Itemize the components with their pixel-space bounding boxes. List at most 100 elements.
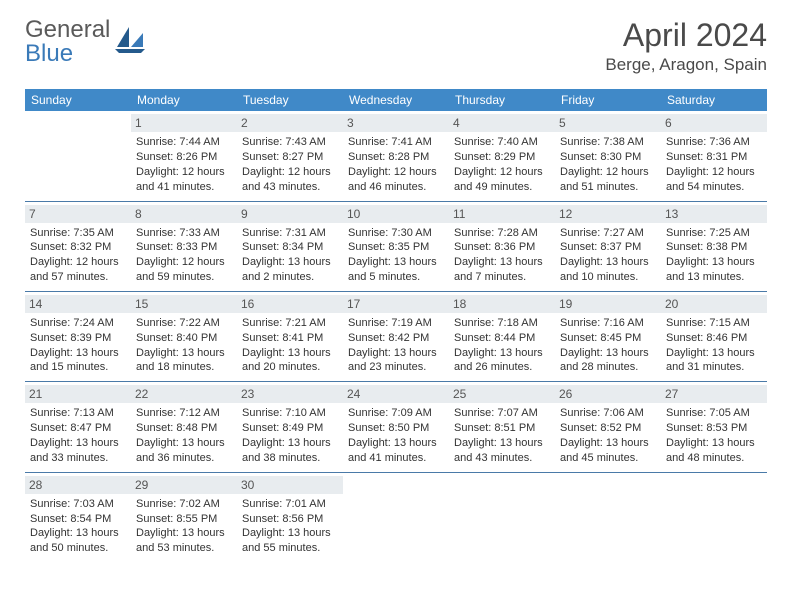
day-info: Sunrise: 7:15 AMSunset: 8:46 PMDaylight:…	[666, 316, 762, 375]
day-info-line: and 41 minutes.	[136, 180, 232, 195]
day-info-line: Sunrise: 7:16 AM	[560, 316, 656, 331]
day-info-line: Sunrise: 7:15 AM	[666, 316, 762, 331]
day-number: 29	[131, 476, 237, 494]
calendar-cell: 16Sunrise: 7:21 AMSunset: 8:41 PMDayligh…	[237, 291, 343, 381]
day-info-line: Daylight: 13 hours	[242, 255, 338, 270]
day-info-line: Daylight: 13 hours	[136, 526, 232, 541]
day-number: 13	[661, 205, 767, 223]
calendar-cell: 5Sunrise: 7:38 AMSunset: 8:30 PMDaylight…	[555, 111, 661, 201]
day-info-line: Daylight: 13 hours	[242, 346, 338, 361]
day-info-line: Sunset: 8:42 PM	[348, 331, 444, 346]
day-info-line: Daylight: 13 hours	[666, 436, 762, 451]
day-info-line: Sunset: 8:26 PM	[136, 150, 232, 165]
day-info-line: Sunset: 8:47 PM	[30, 421, 126, 436]
day-info: Sunrise: 7:19 AMSunset: 8:42 PMDaylight:…	[348, 316, 444, 375]
calendar-cell	[343, 472, 449, 562]
day-info-line: Sunset: 8:35 PM	[348, 240, 444, 255]
day-info: Sunrise: 7:12 AMSunset: 8:48 PMDaylight:…	[136, 406, 232, 465]
day-info-line: Sunrise: 7:05 AM	[666, 406, 762, 421]
day-info-line: and 54 minutes.	[666, 180, 762, 195]
day-info-line: Sunset: 8:51 PM	[454, 421, 550, 436]
day-info-line: and 50 minutes.	[30, 541, 126, 556]
calendar-cell: 11Sunrise: 7:28 AMSunset: 8:36 PMDayligh…	[449, 201, 555, 291]
day-info-line: Daylight: 12 hours	[136, 255, 232, 270]
calendar-cell: 10Sunrise: 7:30 AMSunset: 8:35 PMDayligh…	[343, 201, 449, 291]
calendar-cell: 12Sunrise: 7:27 AMSunset: 8:37 PMDayligh…	[555, 201, 661, 291]
day-info: Sunrise: 7:35 AMSunset: 8:32 PMDaylight:…	[30, 226, 126, 285]
day-info-line: Daylight: 12 hours	[454, 165, 550, 180]
day-info-line: and 2 minutes.	[242, 270, 338, 285]
day-info-line: Daylight: 13 hours	[242, 526, 338, 541]
day-number: 30	[237, 476, 343, 494]
calendar-cell: 4Sunrise: 7:40 AMSunset: 8:29 PMDaylight…	[449, 111, 555, 201]
day-info-line: Sunrise: 7:22 AM	[136, 316, 232, 331]
day-info-line: Daylight: 13 hours	[30, 526, 126, 541]
day-info-line: and 31 minutes.	[666, 360, 762, 375]
day-info-line: Sunrise: 7:18 AM	[454, 316, 550, 331]
day-info-line: Sunset: 8:37 PM	[560, 240, 656, 255]
day-info-line: Sunrise: 7:38 AM	[560, 135, 656, 150]
day-info-line: Sunset: 8:45 PM	[560, 331, 656, 346]
day-info: Sunrise: 7:05 AMSunset: 8:53 PMDaylight:…	[666, 406, 762, 465]
day-info-line: Sunrise: 7:27 AM	[560, 226, 656, 241]
calendar-cell: 24Sunrise: 7:09 AMSunset: 8:50 PMDayligh…	[343, 382, 449, 472]
calendar-cell: 26Sunrise: 7:06 AMSunset: 8:52 PMDayligh…	[555, 382, 661, 472]
day-info-line: Daylight: 12 hours	[666, 165, 762, 180]
day-info-line: Sunrise: 7:07 AM	[454, 406, 550, 421]
day-info-line: Daylight: 13 hours	[242, 436, 338, 451]
day-info-line: Daylight: 12 hours	[242, 165, 338, 180]
day-info-line: Sunset: 8:55 PM	[136, 512, 232, 527]
day-number: 14	[25, 295, 131, 313]
day-info-line: Sunrise: 7:43 AM	[242, 135, 338, 150]
calendar-cell: 13 Sunrise: 7:25 AMSunset: 8:38 PMDayligh…	[661, 201, 767, 291]
calendar-row: 14Sunrise: 7:24 AMSunset: 8:39 PMDayligh…	[25, 291, 767, 381]
day-number: 8	[131, 205, 237, 223]
day-info: Sunrise: 7:30 AMSunset: 8:35 PMDaylight:…	[348, 226, 444, 285]
day-info-line: Sunset: 8:30 PM	[560, 150, 656, 165]
logo-text: General Blue	[25, 18, 110, 66]
calendar-cell: 18Sunrise: 7:18 AMSunset: 8:44 PMDayligh…	[449, 291, 555, 381]
day-info-line: Daylight: 13 hours	[666, 346, 762, 361]
day-info-line: Sunset: 8:53 PM	[666, 421, 762, 436]
day-info: Sunrise: 7:36 AMSunset: 8:31 PMDaylight:…	[666, 135, 762, 194]
calendar-cell: 28Sunrise: 7:03 AMSunset: 8:54 PMDayligh…	[25, 472, 131, 562]
day-info: Sunrise: 7:18 AMSunset: 8:44 PMDaylight:…	[454, 316, 550, 375]
day-info-line: and 43 minutes.	[242, 180, 338, 195]
weekday-header: Thursday	[449, 89, 555, 111]
day-info: Sunrise: 7:43 AMSunset: 8:27 PMDaylight:…	[242, 135, 338, 194]
day-info-line: Sunset: 8:44 PM	[454, 331, 550, 346]
day-info-line: Daylight: 12 hours	[136, 165, 232, 180]
day-info-line: Daylight: 13 hours	[348, 255, 444, 270]
day-number: 21	[25, 385, 131, 403]
calendar-cell: 15Sunrise: 7:22 AMSunset: 8:40 PMDayligh…	[131, 291, 237, 381]
day-info: Sunrise: 7:22 AMSunset: 8:40 PMDaylight:…	[136, 316, 232, 375]
day-info-line: and 57 minutes.	[30, 270, 126, 285]
day-info-line: Sunrise: 7:35 AM	[30, 226, 126, 241]
day-number: 1	[131, 114, 237, 132]
day-info-line: Daylight: 13 hours	[454, 255, 550, 270]
day-info-line: Sunrise: 7:01 AM	[242, 497, 338, 512]
day-info-line: and 20 minutes.	[242, 360, 338, 375]
day-info-line: and 43 minutes.	[454, 451, 550, 466]
day-info-line: Sunset: 8:34 PM	[242, 240, 338, 255]
day-info-line: Daylight: 12 hours	[30, 255, 126, 270]
calendar-cell: 30Sunrise: 7:01 AMSunset: 8:56 PMDayligh…	[237, 472, 343, 562]
calendar-row: 1Sunrise: 7:44 AMSunset: 8:26 PMDaylight…	[25, 111, 767, 201]
day-info-line: Sunset: 8:28 PM	[348, 150, 444, 165]
calendar-row: 21 Sunrise: 7:13 AMSunset: 8:47 PMDayligh…	[25, 382, 767, 472]
weekday-header: Monday	[131, 89, 237, 111]
calendar-cell: 23Sunrise: 7:10 AMSunset: 8:49 PMDayligh…	[237, 382, 343, 472]
day-info: Sunrise: 7:25 AMSunset: 8:38 PMDaylight:…	[666, 226, 762, 285]
day-info-line: Sunset: 8:29 PM	[454, 150, 550, 165]
day-number: 26	[555, 385, 661, 403]
day-info-line: and 33 minutes.	[30, 451, 126, 466]
day-info-line: and 46 minutes.	[348, 180, 444, 195]
day-info: Sunrise: 7:13 AMSunset: 8:47 PMDaylight:…	[30, 406, 126, 465]
calendar-cell: 27Sunrise: 7:05 AMSunset: 8:53 PMDayligh…	[661, 382, 767, 472]
day-info-line: Sunrise: 7:02 AM	[136, 497, 232, 512]
day-info-line: Sunset: 8:38 PM	[666, 240, 762, 255]
weekday-header-row: Sunday Monday Tuesday Wednesday Thursday…	[25, 89, 767, 111]
day-number: 3	[343, 114, 449, 132]
day-info-line: and 26 minutes.	[454, 360, 550, 375]
day-info-line: and 28 minutes.	[560, 360, 656, 375]
